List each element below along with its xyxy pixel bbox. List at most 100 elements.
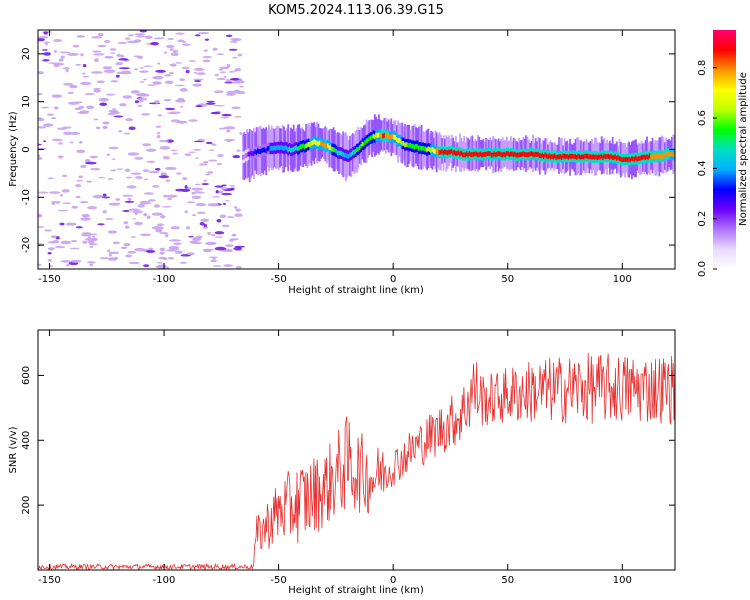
noise-speckle (239, 131, 243, 135)
noise-speckle (90, 71, 103, 74)
ridge-core (629, 157, 632, 163)
ridge-core (324, 142, 327, 148)
ridge-core (657, 154, 659, 159)
noise-speckle (181, 43, 191, 46)
ridge-core (662, 153, 665, 159)
ridge-core (672, 151, 675, 157)
ridge-core (593, 154, 596, 160)
noise-speckle (222, 202, 227, 206)
noise-speckle (147, 199, 156, 202)
noise-speckle (66, 263, 70, 267)
noise-speckle (133, 221, 144, 226)
noise-speckle (103, 69, 116, 73)
noise-speckle (194, 191, 201, 194)
ridge-core (505, 150, 508, 156)
noise-speckle (123, 132, 131, 135)
ridge-core (610, 153, 613, 159)
noise-speckle (43, 52, 51, 56)
ridge-core (588, 154, 591, 160)
noise-speckle (91, 36, 103, 39)
ridge-core (335, 148, 338, 154)
noise-speckle (157, 114, 163, 117)
noise-speckle (175, 188, 185, 192)
ridge-core (409, 142, 412, 148)
ridge-core (543, 154, 545, 159)
ridge-core (569, 153, 571, 159)
ridge-core (519, 152, 522, 157)
noise-speckle (219, 116, 229, 119)
noise-speckle (179, 78, 186, 82)
noise-speckle (62, 202, 72, 204)
ridge-core (669, 151, 672, 157)
x-tick-label: -150 (38, 575, 61, 586)
noise-speckle (137, 97, 148, 101)
x-tick-label: 100 (613, 274, 632, 285)
noise-speckle (159, 215, 166, 219)
ridge-core (646, 154, 648, 160)
noise-speckle (192, 237, 197, 240)
noise-speckle (186, 201, 196, 204)
noise-speckle (159, 146, 171, 150)
noise-speckle (203, 179, 208, 182)
ridge-core (389, 134, 391, 140)
noise-speckle (89, 155, 98, 159)
noise-speckle (202, 55, 213, 59)
noise-speckle (194, 183, 201, 186)
noise-speckle (137, 56, 144, 59)
noise-speckle (81, 72, 86, 75)
ridge-core (615, 156, 618, 161)
noise-speckle (130, 236, 137, 238)
ridge-core (375, 132, 378, 138)
noise-speckle (76, 111, 89, 114)
ridge-core (402, 141, 405, 146)
ridge-core (258, 149, 261, 154)
noise-speckle (62, 82, 74, 86)
ridge-core (318, 140, 321, 146)
ridge-core (584, 153, 587, 159)
noise-speckle (210, 259, 218, 263)
noise-speckle (174, 84, 185, 87)
noise-speckle (139, 67, 144, 69)
noise-speckle (87, 240, 95, 244)
noise-speckle (53, 38, 63, 42)
noise-speckle (71, 205, 78, 209)
noise-speckle (54, 245, 66, 249)
noise-speckle (43, 31, 48, 35)
noise-speckle (184, 185, 188, 189)
ridge-core (659, 154, 662, 160)
noise-speckle (193, 71, 198, 74)
noise-speckle (216, 53, 225, 56)
noise-speckle (169, 71, 174, 75)
noise-speckle (42, 59, 50, 62)
snr-y-ticks: 200 400 600 (21, 366, 675, 515)
ridge-core (485, 152, 488, 157)
ridge-core (302, 143, 305, 149)
ridge-core (521, 152, 523, 157)
noise-speckle (95, 126, 101, 130)
noise-speckle (120, 54, 124, 58)
ridge-core (653, 153, 655, 159)
ridge-core (527, 152, 530, 157)
ridge-core (246, 153, 248, 158)
noise-speckle (165, 233, 169, 238)
ridge-core (250, 150, 252, 156)
noise-speckle (211, 233, 216, 237)
ridge-core (266, 146, 269, 152)
noise-speckle (84, 92, 95, 96)
noise-speckle (216, 218, 222, 223)
noise-speckle (93, 87, 102, 90)
ridge-core (379, 132, 382, 138)
ridge-core (642, 154, 644, 160)
noise-speckle (159, 251, 165, 255)
ridge-core (573, 154, 576, 159)
ridge-core (400, 138, 402, 144)
ridge-core (617, 155, 620, 160)
noise-speckle (225, 93, 236, 96)
ridge-core (269, 146, 272, 151)
noise-speckle (127, 152, 140, 156)
noise-speckle (60, 240, 72, 245)
noise-speckle (63, 131, 73, 136)
noise-speckle (162, 156, 171, 160)
ridge-core (241, 155, 244, 160)
ridge-core (350, 151, 353, 157)
